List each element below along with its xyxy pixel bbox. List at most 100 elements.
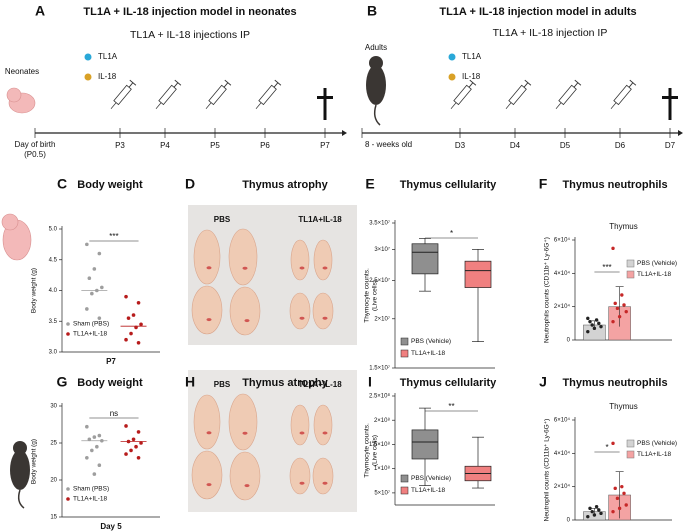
syringe-needle [505, 102, 512, 109]
syringe-barrel [613, 84, 632, 106]
blood-spot [299, 316, 305, 320]
panel-letter: F [539, 176, 548, 192]
data-point [615, 496, 620, 501]
syringe-plunger [573, 82, 579, 88]
syringe-icon [555, 79, 582, 109]
thymus-lobe [229, 286, 261, 336]
y-tick-label: 2×10⁴ [554, 303, 571, 310]
syringe-icon [155, 79, 182, 109]
legend-label: IL-18 [462, 72, 481, 81]
syringe-plunger [629, 79, 637, 86]
y-tick-label: 6×10⁴ [554, 417, 571, 424]
legend-dot [448, 73, 456, 81]
thymus-lobe [313, 404, 333, 446]
panel-letter: D [185, 176, 195, 192]
data-point [124, 424, 128, 428]
subject-label: Adults [365, 43, 387, 52]
legend-label: TL1A [462, 52, 482, 61]
significance-label: ns [110, 409, 118, 418]
blood-spot [206, 483, 212, 487]
panel-letter: C [57, 176, 67, 192]
syringe-plunger [173, 82, 179, 88]
thymus-lobe [289, 292, 311, 330]
data-point [129, 331, 133, 336]
day-label: D4 [510, 141, 521, 150]
data-point [85, 307, 89, 311]
data-point [92, 267, 97, 271]
data-point [624, 309, 628, 314]
y-tick-label: 15 [50, 515, 57, 521]
x-axis-label: P7 [106, 357, 116, 366]
blood-spot [244, 484, 250, 488]
syringe-plunger [524, 79, 532, 86]
data-point [586, 514, 590, 519]
syringe-barrel [453, 84, 472, 106]
legend-dot [66, 497, 70, 501]
mouse-icon [10, 441, 30, 509]
panel-letter: I [368, 374, 372, 390]
data-point [134, 444, 138, 449]
legend-label: PBS (Vehicle) [411, 475, 451, 482]
syringe-plunger [128, 82, 134, 88]
y-tick-label: 3.5 [49, 319, 58, 325]
photo-title: Thymus atrophy [242, 377, 328, 389]
thymus-lobe [312, 292, 334, 330]
chart-title: Body weight [77, 179, 143, 191]
y-tick-label: 3.5×10⁷ [369, 220, 390, 227]
blood-spot [322, 266, 328, 270]
legend-dot [84, 53, 92, 61]
y-tick-label: 4×10⁴ [554, 270, 571, 277]
data-point [97, 316, 102, 320]
day-label: D6 [615, 141, 626, 150]
y-axis-label: (Live cells) [372, 280, 379, 311]
day-label: P5 [210, 141, 220, 150]
blood-spot [322, 316, 328, 320]
legend-dot [66, 332, 70, 336]
y-tick-label: 1.5×10⁷ [369, 365, 390, 372]
y-tick-label: 3×10⁷ [374, 246, 390, 253]
syringe-barrel [258, 84, 277, 106]
chart-title: Thymus neutrophils [562, 377, 667, 389]
data-point [590, 509, 594, 514]
blood-spot [299, 266, 305, 270]
data-point [588, 319, 592, 324]
data-point [586, 316, 590, 321]
data-point [124, 452, 128, 456]
box [464, 260, 492, 288]
cross-icon [668, 88, 672, 120]
legend-label: TL1A [98, 52, 118, 61]
data-point [594, 504, 599, 509]
legend-dot [66, 487, 70, 491]
chart-title: Body weight [77, 377, 143, 389]
y-tick-label: 1.5×10⁸ [369, 441, 391, 448]
data-point [95, 444, 99, 449]
data-point [87, 276, 92, 281]
data-point [136, 430, 141, 434]
data-point [592, 513, 597, 517]
data-point [620, 293, 624, 297]
timeline-arrow [342, 130, 347, 136]
data-point [622, 491, 626, 496]
data-point [611, 319, 615, 324]
y-tick-label: 4×10⁴ [554, 450, 571, 457]
y-tick-label: 3.0 [49, 350, 58, 356]
data-point [100, 285, 104, 290]
y-tick-label: 30 [50, 404, 57, 410]
data-point [124, 337, 128, 342]
panel-letter: A [35, 3, 45, 19]
y-axis-label: Body weight (g) [31, 439, 38, 484]
data-point [131, 437, 136, 442]
cross-icon [317, 96, 333, 99]
y-axis-label: Neutrophil counts (CD11b⁺ Ly-6G⁺) [544, 419, 551, 522]
syringe-needle [110, 102, 117, 109]
syringe-icon [110, 79, 137, 109]
box [411, 429, 439, 460]
syringe-needle [205, 102, 212, 109]
chart-title: Thymus cellularity [400, 179, 497, 191]
blood-spot [206, 431, 212, 435]
syringe-icon [505, 79, 532, 109]
legend-label: TL1A+IL-18 [411, 487, 446, 494]
thymus-lobe [312, 457, 334, 495]
thymus-lobe [313, 239, 333, 281]
y-tick-label: 2×10⁷ [374, 315, 390, 322]
